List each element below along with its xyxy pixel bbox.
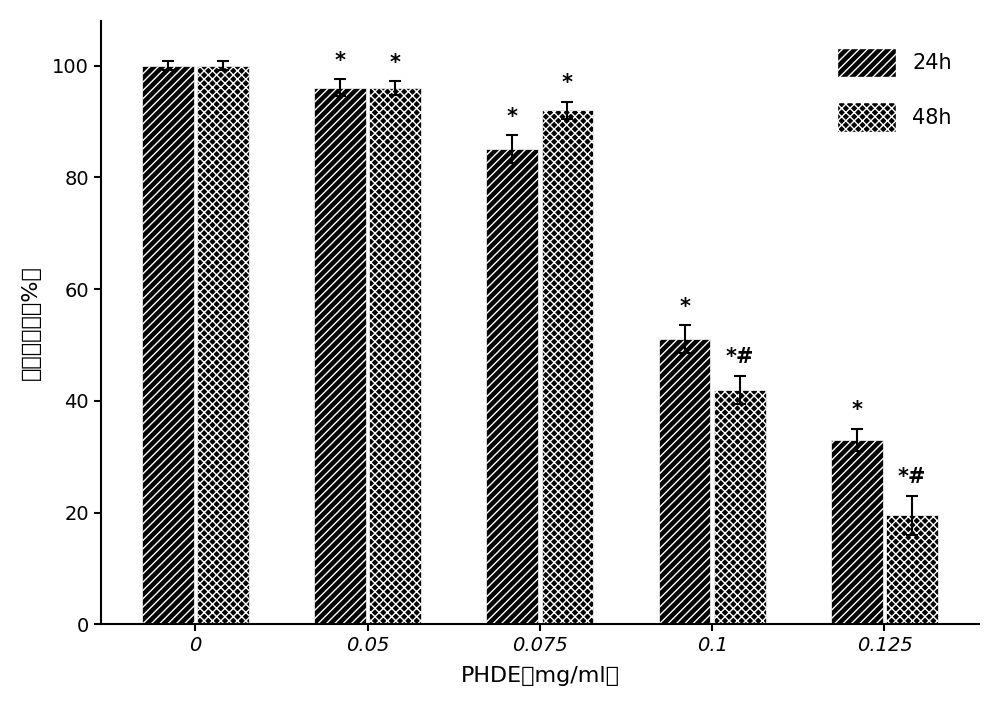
Text: *#: *#	[898, 467, 926, 487]
Bar	[886, 515, 938, 624]
Text: *: *	[679, 297, 690, 317]
Bar	[831, 440, 883, 624]
Bar	[542, 110, 593, 624]
Text: *: *	[335, 51, 346, 71]
Text: *: *	[562, 74, 573, 93]
Bar	[314, 88, 366, 624]
Bar	[714, 390, 766, 624]
Bar	[369, 88, 421, 624]
Bar	[659, 339, 710, 624]
Bar	[142, 66, 194, 624]
Bar	[486, 149, 538, 624]
Text: *: *	[507, 107, 518, 127]
Text: *: *	[390, 53, 401, 73]
X-axis label: PHDE（mg/ml）: PHDE（mg/ml）	[460, 666, 619, 686]
Legend: 24h, 48h: 24h, 48h	[821, 31, 969, 148]
Text: *: *	[851, 400, 862, 421]
Text: *#: *#	[726, 347, 754, 367]
Y-axis label: 细胞存活率（%）: 细胞存活率（%）	[21, 265, 41, 380]
Bar	[197, 66, 249, 624]
